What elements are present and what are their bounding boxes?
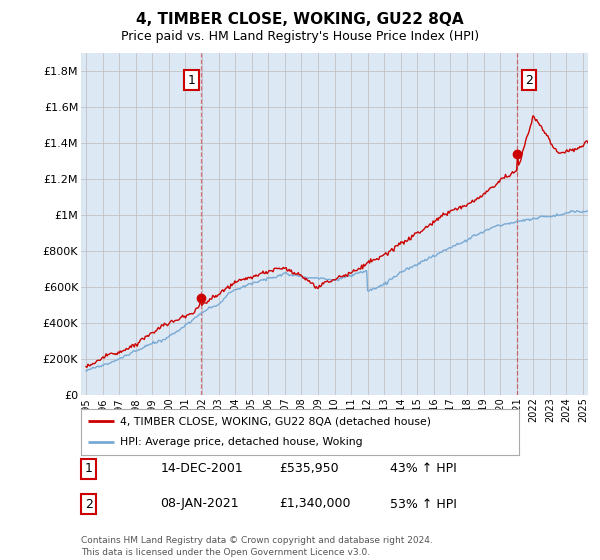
Text: £1,340,000: £1,340,000 <box>279 497 350 511</box>
Text: 4, TIMBER CLOSE, WOKING, GU22 8QA (detached house): 4, TIMBER CLOSE, WOKING, GU22 8QA (detac… <box>121 416 431 426</box>
Text: 53% ↑ HPI: 53% ↑ HPI <box>390 497 457 511</box>
Text: 1: 1 <box>85 462 93 475</box>
Text: Price paid vs. HM Land Registry's House Price Index (HPI): Price paid vs. HM Land Registry's House … <box>121 30 479 43</box>
Text: 1: 1 <box>187 74 195 87</box>
Text: 2: 2 <box>85 497 93 511</box>
Text: Contains HM Land Registry data © Crown copyright and database right 2024.
This d: Contains HM Land Registry data © Crown c… <box>81 536 433 557</box>
Text: 08-JAN-2021: 08-JAN-2021 <box>160 497 239 511</box>
Text: 4, TIMBER CLOSE, WOKING, GU22 8QA: 4, TIMBER CLOSE, WOKING, GU22 8QA <box>136 12 464 27</box>
Text: HPI: Average price, detached house, Woking: HPI: Average price, detached house, Woki… <box>121 437 363 447</box>
Text: 14-DEC-2001: 14-DEC-2001 <box>160 462 243 475</box>
Text: £535,950: £535,950 <box>279 462 338 475</box>
Text: 43% ↑ HPI: 43% ↑ HPI <box>390 462 457 475</box>
Text: 2: 2 <box>525 74 533 87</box>
